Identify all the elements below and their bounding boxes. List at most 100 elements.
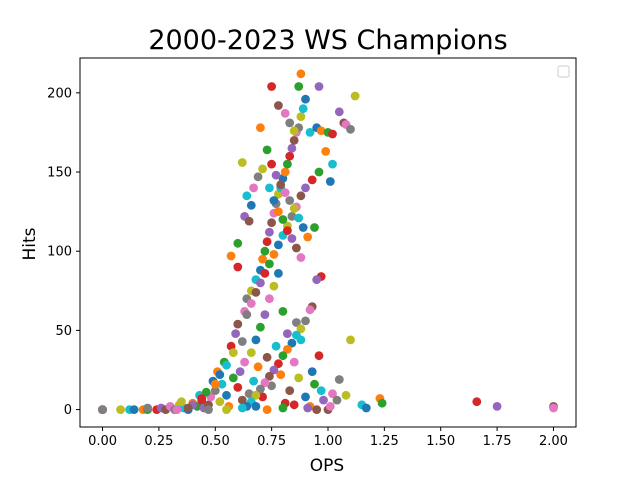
data-point xyxy=(246,348,256,357)
legend-box xyxy=(557,65,570,78)
data-point xyxy=(301,316,310,326)
x-tick-label: 1.75 xyxy=(483,434,512,449)
data-point xyxy=(280,109,290,118)
data-point xyxy=(296,69,306,79)
data-point xyxy=(274,101,283,110)
x-tick-label: 1.25 xyxy=(370,434,399,449)
data-point xyxy=(222,390,231,400)
data-point xyxy=(258,164,267,174)
y-tick-label: 0 xyxy=(64,403,72,418)
data-point xyxy=(215,370,225,380)
data-point xyxy=(231,329,241,338)
data-point xyxy=(305,127,315,137)
data-point xyxy=(303,232,313,242)
data-point xyxy=(265,294,274,304)
data-point xyxy=(325,402,335,411)
data-point xyxy=(246,200,256,210)
data-point xyxy=(246,299,256,308)
data-point xyxy=(346,335,355,345)
data-point xyxy=(233,238,243,248)
data-point xyxy=(172,405,182,414)
data-point xyxy=(183,403,193,413)
data-point xyxy=(278,351,288,361)
data-point xyxy=(294,213,304,223)
data-point xyxy=(298,104,308,114)
data-point xyxy=(301,183,310,193)
data-point xyxy=(328,159,337,169)
x-tick-label: 1.00 xyxy=(314,434,343,449)
data-point xyxy=(260,378,270,388)
data-point xyxy=(237,403,247,413)
x-tick-label: 0.75 xyxy=(257,434,286,449)
data-point xyxy=(267,381,276,391)
data-point xyxy=(328,129,337,139)
data-point xyxy=(280,167,290,177)
data-point xyxy=(274,240,283,250)
data-point xyxy=(265,371,274,381)
data-point xyxy=(294,373,304,383)
data-point xyxy=(222,360,231,370)
data-point xyxy=(237,158,247,167)
data-point xyxy=(233,383,243,392)
data-point xyxy=(280,188,290,198)
data-point xyxy=(267,218,276,228)
data-point xyxy=(262,145,272,155)
data-point xyxy=(251,390,261,400)
data-point xyxy=(233,319,243,329)
data-point xyxy=(289,400,299,410)
data-point xyxy=(249,376,258,386)
data-point xyxy=(276,370,286,380)
data-point xyxy=(287,234,297,243)
data-point xyxy=(285,118,295,128)
data-point xyxy=(228,348,238,357)
data-point xyxy=(289,357,299,367)
data-point xyxy=(204,405,213,414)
data-point xyxy=(316,386,326,395)
data-point xyxy=(242,310,252,319)
data-point xyxy=(307,175,317,185)
data-point xyxy=(265,183,274,193)
data-point xyxy=(242,191,252,201)
data-point xyxy=(289,126,299,136)
data-point xyxy=(292,330,301,340)
data-point xyxy=(262,352,272,362)
data-point xyxy=(256,123,265,133)
data-point xyxy=(256,278,265,288)
data-point xyxy=(269,281,279,291)
data-point xyxy=(237,337,247,346)
data-point xyxy=(251,402,261,411)
data-point xyxy=(271,170,281,180)
data-point xyxy=(312,275,322,285)
y-tick-label: 50 xyxy=(55,324,72,339)
data-point xyxy=(278,215,288,224)
data-point xyxy=(226,251,236,261)
data-point xyxy=(305,305,315,315)
data-point xyxy=(287,212,297,221)
x-tick-label: 0.50 xyxy=(201,434,230,449)
data-point xyxy=(240,357,250,367)
data-point xyxy=(283,329,292,338)
data-point xyxy=(314,82,324,91)
data-point xyxy=(472,397,482,407)
data-point xyxy=(301,94,310,104)
data-point xyxy=(274,269,283,278)
data-point xyxy=(98,405,107,414)
data-point xyxy=(260,246,270,256)
data-point xyxy=(253,362,263,372)
data-point xyxy=(253,172,263,182)
data-point xyxy=(296,112,306,121)
data-point xyxy=(217,379,227,389)
data-point xyxy=(233,262,243,272)
data-point xyxy=(177,397,186,407)
points-layer xyxy=(98,69,558,414)
x-tick-label: 0.25 xyxy=(144,434,173,449)
data-point xyxy=(298,223,308,232)
data-point xyxy=(215,397,225,407)
plot-frame xyxy=(79,57,577,428)
data-point xyxy=(269,250,279,259)
data-point xyxy=(287,143,297,153)
data-point xyxy=(314,351,324,361)
data-point xyxy=(271,341,281,351)
